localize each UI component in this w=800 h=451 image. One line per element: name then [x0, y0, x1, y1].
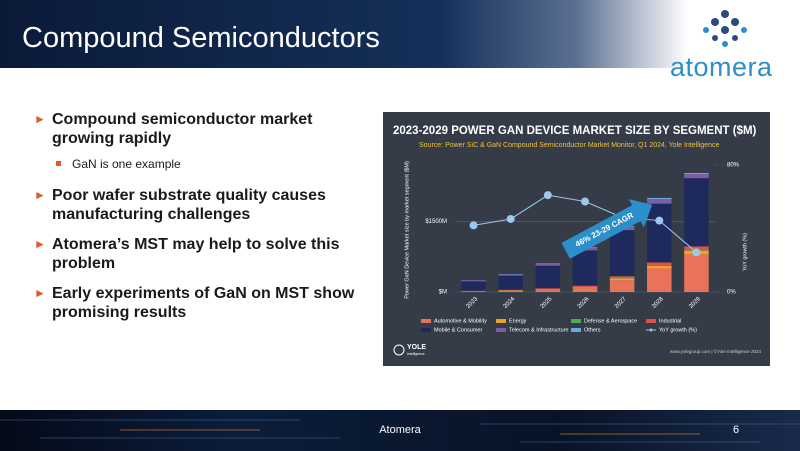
- chart-subtitle: Source: Power SiC & GaN Compound Semicon…: [419, 142, 719, 149]
- source-logo-sub: Intelligence: [407, 352, 425, 356]
- bar-segment: [572, 250, 598, 286]
- bar-segment: [684, 246, 709, 251]
- bar-segment: [684, 173, 709, 179]
- title-band: [0, 0, 800, 68]
- legend-swatch: [571, 328, 581, 332]
- line-point: [692, 248, 701, 257]
- legend-swatch: [649, 328, 653, 332]
- bar-segment: [535, 288, 561, 290]
- y2-tick-label: 80%: [727, 163, 740, 169]
- bar-segment: [684, 172, 709, 174]
- legend-swatch: [421, 328, 431, 332]
- bar-segment: [572, 287, 598, 289]
- page-number: 6: [733, 424, 740, 436]
- bar-segment: [684, 178, 709, 247]
- bullet: Poor wafer substrate quality causes manu…: [34, 186, 364, 224]
- y-tick-label: $1500M: [425, 219, 447, 225]
- line-point: [506, 214, 515, 223]
- footer-text: Atomera: [379, 424, 421, 436]
- legend-label: Telecom & Infrastructure: [509, 327, 569, 333]
- bullet: Early experiments of GaN on MST show pro…: [34, 284, 364, 322]
- bar-segment: [609, 280, 635, 292]
- legend-swatch: [496, 328, 506, 332]
- logo: atomera: [670, 52, 773, 82]
- source-logo-mark: [393, 344, 405, 356]
- bullet: Compound semiconductor market growing ra…: [34, 110, 364, 148]
- legend-label: Defense & Aerospace: [584, 318, 637, 324]
- bar-segment: [461, 280, 486, 282]
- legend-swatch: [421, 319, 431, 323]
- bullet: GaN is one example: [34, 157, 364, 171]
- annotation-arrow: [561, 199, 653, 259]
- bar-segment: [461, 281, 486, 291]
- logo-mark: [703, 10, 747, 47]
- bar-segment: [535, 265, 561, 289]
- legend-swatch: [571, 319, 581, 323]
- legend-label: Mobile & Consumer: [434, 327, 482, 333]
- bullet-list: Compound semiconductor market growing ra…: [34, 110, 364, 333]
- line-point: [655, 216, 664, 225]
- legend-label: Industrial: [659, 318, 681, 324]
- bar-segment: [647, 198, 672, 204]
- y-axis-label: Power GaN Device Market size by market s…: [404, 161, 410, 299]
- bar-segment: [572, 285, 598, 288]
- bar-segment: [647, 197, 672, 199]
- bar-segment: [684, 254, 709, 292]
- bar-segment: [498, 289, 523, 291]
- bar-segment: [572, 288, 598, 292]
- legend-label: Energy: [509, 318, 527, 324]
- bar-segment: [647, 268, 672, 292]
- slide-title: Compound Semiconductors: [22, 22, 380, 54]
- bar-segment: [647, 203, 672, 263]
- line-point: [581, 197, 589, 206]
- chart-credit: www.yolegroup.com | ©Yole Intelligence 2…: [670, 348, 762, 354]
- line-point: [543, 191, 552, 200]
- bar-segment: [609, 230, 635, 277]
- line-point: [469, 221, 478, 230]
- bullet: Atomera’s MST may help to solve this pro…: [34, 235, 364, 273]
- footer-band: [0, 410, 800, 451]
- legend-swatch: [496, 319, 506, 323]
- bar-segment: [535, 290, 561, 292]
- bar-segment: [609, 278, 635, 281]
- bar-segment: [498, 275, 523, 290]
- legend-label: Others: [584, 327, 601, 333]
- chart-title: 2023-2029 POWER GAN DEVICE MARKET SIZE B…: [393, 125, 757, 137]
- y-tick-label: $M: [439, 290, 447, 296]
- source-logo: YOLE: [407, 344, 426, 351]
- bar-segment: [609, 276, 635, 279]
- bar-segment: [498, 291, 523, 292]
- legend-label: YoY growth (%): [659, 327, 697, 333]
- bar-segment: [535, 263, 561, 266]
- bar-segment: [647, 262, 672, 266]
- footer-pattern: [0, 419, 800, 443]
- legend-label: Automotive & Mobility: [434, 318, 487, 324]
- chart: 2023-2029 POWER GAN DEVICE MARKET SIZE B…: [383, 112, 770, 366]
- bar-segment: [535, 263, 561, 264]
- bar-segment: [498, 274, 523, 276]
- y2-tick-label: 0%: [727, 290, 736, 296]
- legend-swatch: [646, 319, 656, 323]
- y2-axis-label: YoY growth (%): [742, 233, 748, 271]
- bar-segment: [647, 265, 672, 269]
- bar-segment: [535, 289, 561, 291]
